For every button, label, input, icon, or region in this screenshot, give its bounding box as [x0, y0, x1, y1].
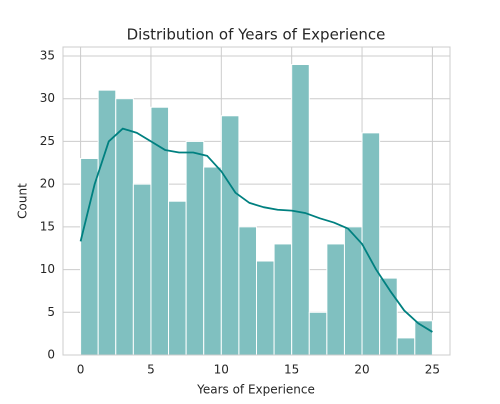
- x-tick-label: 5: [147, 363, 155, 377]
- bar: [343, 226, 363, 356]
- x-axis-label: Years of Experience: [196, 383, 315, 397]
- chart-title: Distribution of Years of Experience: [127, 26, 386, 44]
- x-tick-label: 15: [284, 363, 299, 377]
- y-tick-label: 5: [47, 305, 55, 319]
- bar: [220, 115, 240, 356]
- bar: [273, 243, 293, 356]
- bar: [132, 183, 152, 356]
- bar: [238, 226, 257, 356]
- x-tick-label: 25: [425, 363, 440, 377]
- x-tick-label: 10: [214, 363, 229, 377]
- bar: [185, 140, 205, 356]
- y-tick-label: 35: [40, 48, 55, 62]
- plot-frame: [62, 46, 451, 356]
- bar: [115, 98, 134, 356]
- bar: [396, 337, 416, 356]
- y-tick-label: 10: [40, 262, 55, 276]
- y-axis-label: Count: [16, 183, 30, 219]
- bar: [361, 132, 381, 356]
- y-tick-label: 15: [40, 219, 55, 233]
- bar: [308, 311, 328, 356]
- y-tick-label: 30: [40, 91, 55, 105]
- y-tick-label: 20: [40, 177, 55, 191]
- bar: [203, 166, 222, 356]
- bar: [80, 157, 99, 356]
- bar: [150, 106, 170, 356]
- bar: [256, 260, 275, 356]
- y-tick-label: 0: [47, 348, 55, 362]
- bar: [291, 64, 310, 356]
- bar: [97, 89, 117, 356]
- kde-line: [79, 127, 433, 333]
- bar: [326, 243, 345, 356]
- x-tick-label: 20: [354, 363, 369, 377]
- bar: [168, 200, 187, 356]
- y-tick-label: 25: [40, 134, 55, 148]
- x-tick-label: 0: [77, 363, 85, 377]
